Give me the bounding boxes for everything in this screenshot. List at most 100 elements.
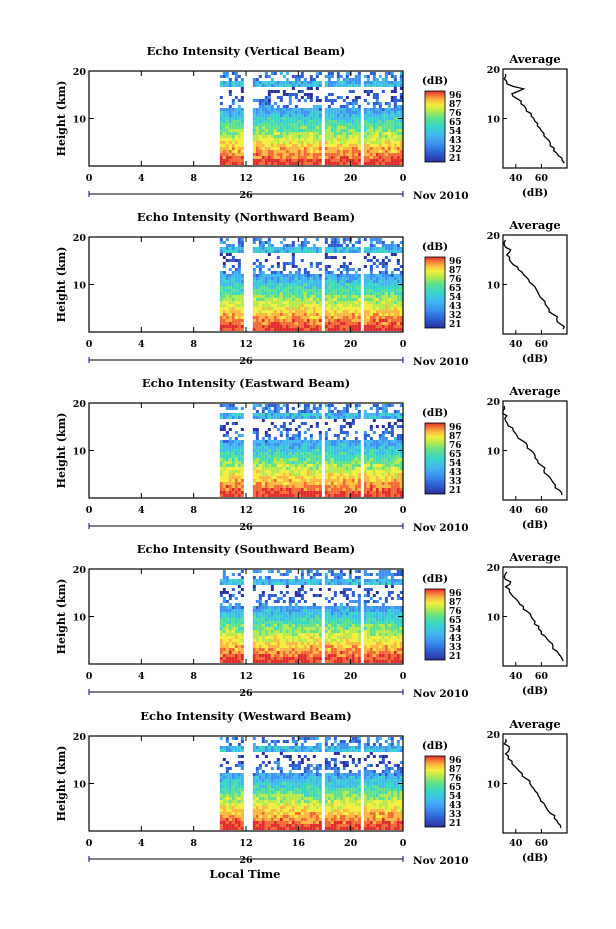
heatmap-cell — [279, 81, 283, 84]
heatmap-cell — [261, 416, 265, 419]
heatmap-cell — [378, 440, 382, 443]
heatmap-cell — [345, 271, 349, 274]
heatmap-cell — [366, 470, 370, 473]
heatmap-cell — [219, 452, 223, 455]
heatmap-cell — [324, 75, 328, 78]
colorbar-tick-label: 96 — [449, 257, 462, 267]
heatmap-cell — [300, 117, 304, 120]
heatmap-cell — [273, 413, 277, 416]
heatmap-cell — [315, 262, 319, 265]
heatmap-cell — [288, 615, 292, 618]
heatmap-cell — [339, 464, 343, 467]
heatmap-cell — [357, 325, 361, 328]
heatmap-cell — [294, 636, 298, 639]
heatmap-cell — [270, 150, 274, 153]
heatmap-cell — [327, 150, 331, 153]
heatmap-cell — [327, 120, 331, 123]
heatmap-cell — [399, 241, 403, 244]
heatmap-cell — [219, 488, 223, 491]
heatmap-cell — [306, 446, 310, 449]
heatmap-cell — [222, 479, 226, 482]
heatmap-cell — [381, 123, 385, 126]
heatmap-cell — [240, 582, 244, 585]
heatmap-cell — [330, 325, 334, 328]
heatmap-cell — [228, 292, 232, 295]
heatmap-cell — [255, 238, 259, 241]
heatmap-cell — [234, 132, 238, 135]
heatmap-cell — [381, 283, 385, 286]
heatmap-cell — [222, 141, 226, 144]
heatmap-cell — [294, 476, 298, 479]
heatmap-cell — [345, 458, 349, 461]
heatmap-cell — [234, 476, 238, 479]
heatmap-cell — [282, 301, 286, 304]
heatmap-cell — [399, 325, 403, 328]
heatmap-cell — [324, 277, 328, 280]
heatmap-cell — [393, 313, 397, 316]
heatmap-cell — [381, 301, 385, 304]
heatmap-cell — [252, 319, 256, 322]
heatmap-cell — [231, 256, 235, 259]
heatmap-cell — [399, 81, 403, 84]
heatmap-cell — [282, 482, 286, 485]
heatmap-cell — [237, 286, 241, 289]
heatmap-cell — [375, 129, 379, 132]
heatmap-cell — [264, 280, 268, 283]
heatmap-cell — [318, 280, 322, 283]
heatmap-cell — [390, 147, 394, 150]
heatmap-cell — [345, 476, 349, 479]
heatmap-cell — [282, 455, 286, 458]
heatmap-cell — [303, 609, 307, 612]
heatmap-cell — [339, 440, 343, 443]
heatmap-cell — [228, 250, 232, 253]
heatmap-cell — [300, 461, 304, 464]
heatmap-cell — [312, 310, 316, 313]
heatmap-cell — [303, 78, 307, 81]
heatmap-cell — [255, 283, 259, 286]
heatmap-cell — [258, 111, 262, 114]
colorbar-tick-label: 76 — [449, 275, 462, 285]
heatmap-cell — [387, 319, 391, 322]
heatmap-cell — [393, 322, 397, 325]
heatmap-cell — [282, 307, 286, 310]
heatmap-cell — [375, 117, 379, 120]
heatmap-cell — [237, 250, 241, 253]
heatmap-cell — [300, 579, 304, 582]
heatmap-cell — [351, 268, 355, 271]
heatmap-cell — [357, 135, 361, 138]
heatmap-cell — [375, 286, 379, 289]
heatmap-cell — [351, 304, 355, 307]
heatmap-cell — [276, 609, 280, 612]
heatmap-cell — [234, 660, 238, 663]
heatmap-cell — [294, 488, 298, 491]
heatmap-cell — [231, 135, 235, 138]
heatmap-cell — [297, 78, 301, 81]
heatmap-cell — [273, 449, 277, 452]
heatmap-cell — [276, 413, 280, 416]
heatmap-cell — [300, 639, 304, 642]
heatmap-cell — [252, 648, 256, 651]
heatmap-cell — [234, 437, 238, 440]
heatmap-cell — [297, 123, 301, 126]
heatmap-cell — [399, 247, 403, 250]
heatmap-cell — [267, 597, 271, 600]
heatmap-cell — [357, 126, 361, 129]
heatmap-cell — [369, 458, 373, 461]
heatmap-cell — [258, 660, 262, 663]
heatmap-cell — [288, 96, 292, 99]
heatmap-cell — [264, 120, 268, 123]
heatmap-cell — [270, 78, 274, 81]
heatmap-cell — [354, 298, 358, 301]
heatmap-cell — [381, 325, 385, 328]
heatmap-cell — [354, 449, 358, 452]
heatmap-cell — [261, 117, 265, 120]
heatmap-cell — [351, 247, 355, 250]
heatmap-cell — [255, 84, 259, 87]
heatmap-cell — [345, 141, 349, 144]
heatmap-cell — [261, 594, 265, 597]
heatmap-cell — [372, 135, 376, 138]
heatmap-cell — [240, 494, 244, 497]
heatmap-cell — [288, 126, 292, 129]
heatmap-cell — [225, 630, 229, 633]
heatmap-cell — [291, 464, 295, 467]
